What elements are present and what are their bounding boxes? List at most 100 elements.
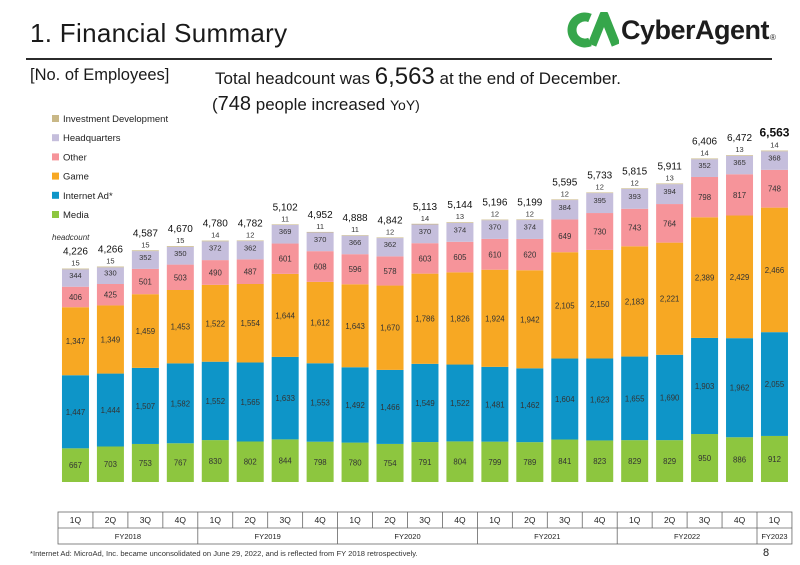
bar-value-label: 754 <box>384 459 398 468</box>
fiscal-year-label: FY2019 <box>255 532 281 541</box>
bar-segment-other <box>306 251 334 282</box>
bar-segment-game <box>61 307 89 376</box>
bar-segment-internet_ad <box>586 358 614 441</box>
bar-value-label: 610 <box>488 250 502 259</box>
chart-bars: 6671,4471,347406344154,2267031,4441,3494… <box>61 126 790 482</box>
bar-segment-media <box>131 443 159 482</box>
bar-segment-internet_ad <box>481 366 509 442</box>
bar-segment-game <box>341 284 369 368</box>
bar-total-label: 5,113 <box>413 202 438 213</box>
bar-value-label: 802 <box>244 458 257 467</box>
title-divider <box>26 58 772 60</box>
bar-value-label: 2,105 <box>555 301 575 310</box>
bar-value-label: 799 <box>488 458 501 467</box>
bar-segment-game <box>236 283 264 363</box>
bar-value-label: 1,644 <box>275 311 295 320</box>
bar-segment-other <box>131 268 159 295</box>
bar-value-label: 2,183 <box>625 297 645 306</box>
x-tick-label: 4Q <box>314 515 326 525</box>
bar-segment-media <box>481 441 509 482</box>
bar-value-label: 1,633 <box>275 394 295 403</box>
x-tick-label: 4Q <box>594 515 606 525</box>
bar-value-label: 844 <box>279 457 293 466</box>
x-tick-label: 3Q <box>280 515 292 525</box>
bar-value-label: 14 <box>770 141 778 150</box>
bar-value-label: 15 <box>141 240 149 249</box>
bar-segment-investment <box>376 237 404 239</box>
company-logo: CyberAgent ® <box>565 12 776 48</box>
bar-value-label: 620 <box>523 251 537 260</box>
bar-segment-media <box>691 434 719 482</box>
bar-segment-other <box>376 256 404 286</box>
logo-mark-icon <box>567 12 619 48</box>
bar-segment-game <box>411 273 439 364</box>
bar-segment-game <box>96 305 124 374</box>
bar-segment-internet_ad <box>166 363 194 444</box>
bar-value-label: 753 <box>139 459 152 468</box>
bar-segment-investment <box>691 158 719 160</box>
legend-label: Media <box>63 210 90 221</box>
bar-value-label: 829 <box>663 457 676 466</box>
legend-label: Investment Development <box>63 114 168 125</box>
bar-total-label: 6,406 <box>692 136 717 147</box>
bar-segment-game <box>586 249 614 359</box>
bar-value-label: 1,492 <box>345 401 365 410</box>
bar-segment-media <box>516 442 544 482</box>
bar-segment-internet_ad <box>691 337 719 435</box>
section-label: [No. of Employees] <box>30 66 170 84</box>
bar-value-label: 366 <box>349 238 362 247</box>
bar-segment-game <box>131 294 159 368</box>
bar-value-label: 12 <box>386 227 394 236</box>
legend-label: Game <box>63 172 89 183</box>
bar-value-label: 11 <box>316 222 324 231</box>
bar-value-label: 1,522 <box>206 319 226 328</box>
bar-segment-investment <box>96 266 124 268</box>
bar-value-label: 1,453 <box>171 323 191 332</box>
bar-segment-other <box>551 219 579 253</box>
bar-segment-media <box>376 443 404 482</box>
headline-line-1: Total headcount was 6,563 at the end of … <box>215 63 621 91</box>
bar-segment-game <box>201 284 229 362</box>
bar-segment-media <box>271 439 299 482</box>
bar-value-label: 12 <box>526 209 534 218</box>
fiscal-year-label: FY2020 <box>394 532 420 541</box>
bar-segment-other <box>760 169 788 208</box>
bar-value-label: 1,549 <box>415 399 435 408</box>
x-tick-label: 2Q <box>524 515 536 525</box>
legend-label: Other <box>63 152 87 163</box>
bar-segment-other <box>726 174 754 216</box>
bar-segment-media <box>411 442 439 482</box>
legend-swatch <box>52 191 59 199</box>
bar-total-label: 5,733 <box>587 170 612 181</box>
bar-segment-media <box>341 442 369 482</box>
bar-segment-headquarters <box>481 220 509 239</box>
legend-swatch <box>52 115 59 122</box>
bar-segment-investment <box>551 199 579 201</box>
bar-value-label: 490 <box>209 268 223 277</box>
bar-segment-media <box>96 446 124 482</box>
bar-value-label: 384 <box>559 203 572 212</box>
headline-increase-value: 748 <box>217 93 252 115</box>
bar-value-label: 789 <box>523 458 536 467</box>
bar-segment-game <box>306 281 334 364</box>
bar-segment-investment <box>411 223 439 225</box>
bar-value-label: 365 <box>733 158 746 167</box>
bar-segment-investment <box>306 231 334 233</box>
x-tick-label: 3Q <box>699 515 711 525</box>
bar-total-label: 4,780 <box>203 219 228 230</box>
bar-value-label: 395 <box>593 196 606 205</box>
bar-value-label: 703 <box>104 460 117 469</box>
x-tick-label: 1Q <box>210 515 222 525</box>
bar-segment-other <box>61 286 89 308</box>
bar-value-label: 394 <box>663 187 676 196</box>
chart-x-axis: 1Q 2Q 3Q 4Q 1Q 2Q 3Q 4Q 1Q 2Q 3Q 4Q 1Q 2Q 3Q 4Q 1Q 2Q 3Q 4Q… <box>57 511 793 545</box>
bar-segment-investment <box>446 222 474 223</box>
bar-value-label: 370 <box>314 235 327 244</box>
bar-total-label: 5,144 <box>447 200 472 211</box>
headline-total-value: 6,563 <box>374 63 435 90</box>
fiscal-year-label: FY2018 <box>115 532 141 541</box>
legend-swatch <box>52 134 59 142</box>
bar-value-label: 1,604 <box>555 395 575 404</box>
bar-total-label: 6,563 <box>759 126 789 140</box>
bar-segment-internet_ad <box>341 367 369 443</box>
